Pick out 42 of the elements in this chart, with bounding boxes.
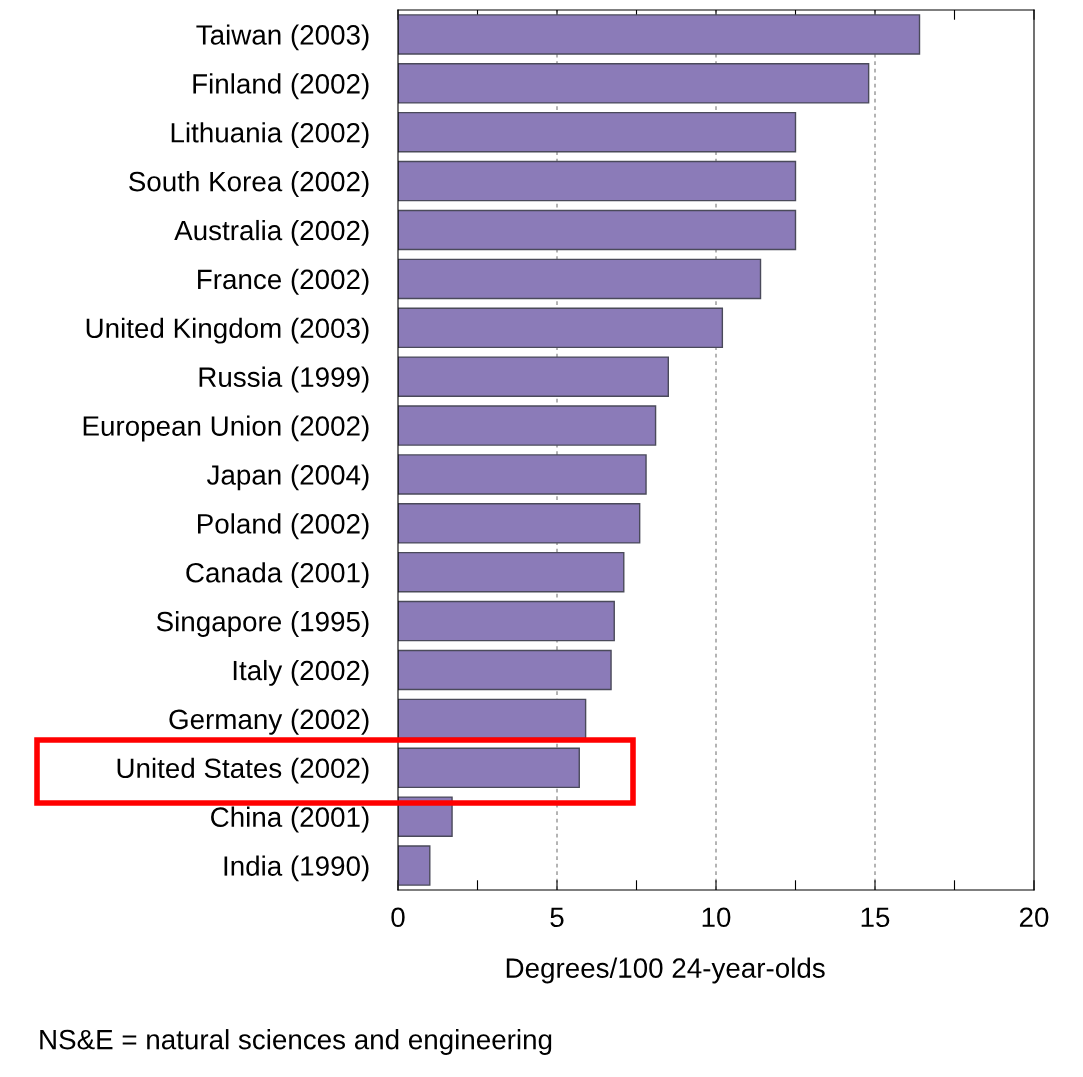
y-tick-label: India (1990)	[224, 855, 369, 882]
y-tick-label: United States (2002)	[117, 757, 369, 784]
bar	[398, 160, 797, 202]
bar	[398, 747, 580, 789]
bar	[398, 600, 615, 642]
y-tick-label: Taiwan (2003)	[196, 24, 369, 51]
y-tick-label: Singapore (1995)	[156, 611, 369, 637]
x-axis-title: Degrees/100 24-year-olds	[506, 957, 825, 984]
text: NS&E = natural sciences and engineering	[40, 1029, 552, 1055]
y-tick-label: United Kingdom (2003)	[86, 317, 369, 344]
bar	[398, 698, 587, 740]
x-tick-label: 5	[550, 907, 564, 928]
y-tick-label: Japan (2004)	[206, 464, 369, 491]
y-tick-label: Finland (2002)	[193, 73, 369, 100]
bar	[398, 111, 797, 153]
bar	[398, 307, 724, 349]
bar	[398, 258, 762, 300]
y-tick-label: Australia (2002)	[174, 219, 369, 246]
bar	[398, 845, 431, 886]
y-tick-label: South Korea (2002)	[129, 171, 369, 197]
x-tick-label: 0	[391, 907, 405, 928]
x-tick-label: 20	[1019, 907, 1049, 928]
y-tick-label: Germany (2002)	[169, 708, 369, 735]
bar	[398, 405, 657, 446]
bar	[398, 454, 647, 495]
y-tick-label: European Union (2002)	[83, 415, 369, 442]
x-tick-label: 15	[861, 907, 890, 928]
y-tick-label: Canada (2001)	[186, 562, 369, 589]
bar	[398, 503, 641, 544]
y-tick-label: France (2002)	[198, 268, 369, 295]
y-tick-label: Poland (2002)	[198, 513, 369, 540]
bar	[398, 63, 870, 104]
bar	[398, 14, 921, 55]
bar	[398, 356, 669, 397]
bar	[398, 551, 625, 593]
y-tick-label: Russia (1999)	[199, 366, 369, 393]
y-tick-label: Lithuania (2002)	[171, 122, 369, 149]
y-tick-label: China (2001)	[211, 806, 369, 833]
bar	[398, 649, 612, 691]
bar	[398, 209, 797, 251]
y-tick-label: Italy (2002)	[233, 659, 369, 686]
x-tick-label: 10	[702, 907, 731, 928]
